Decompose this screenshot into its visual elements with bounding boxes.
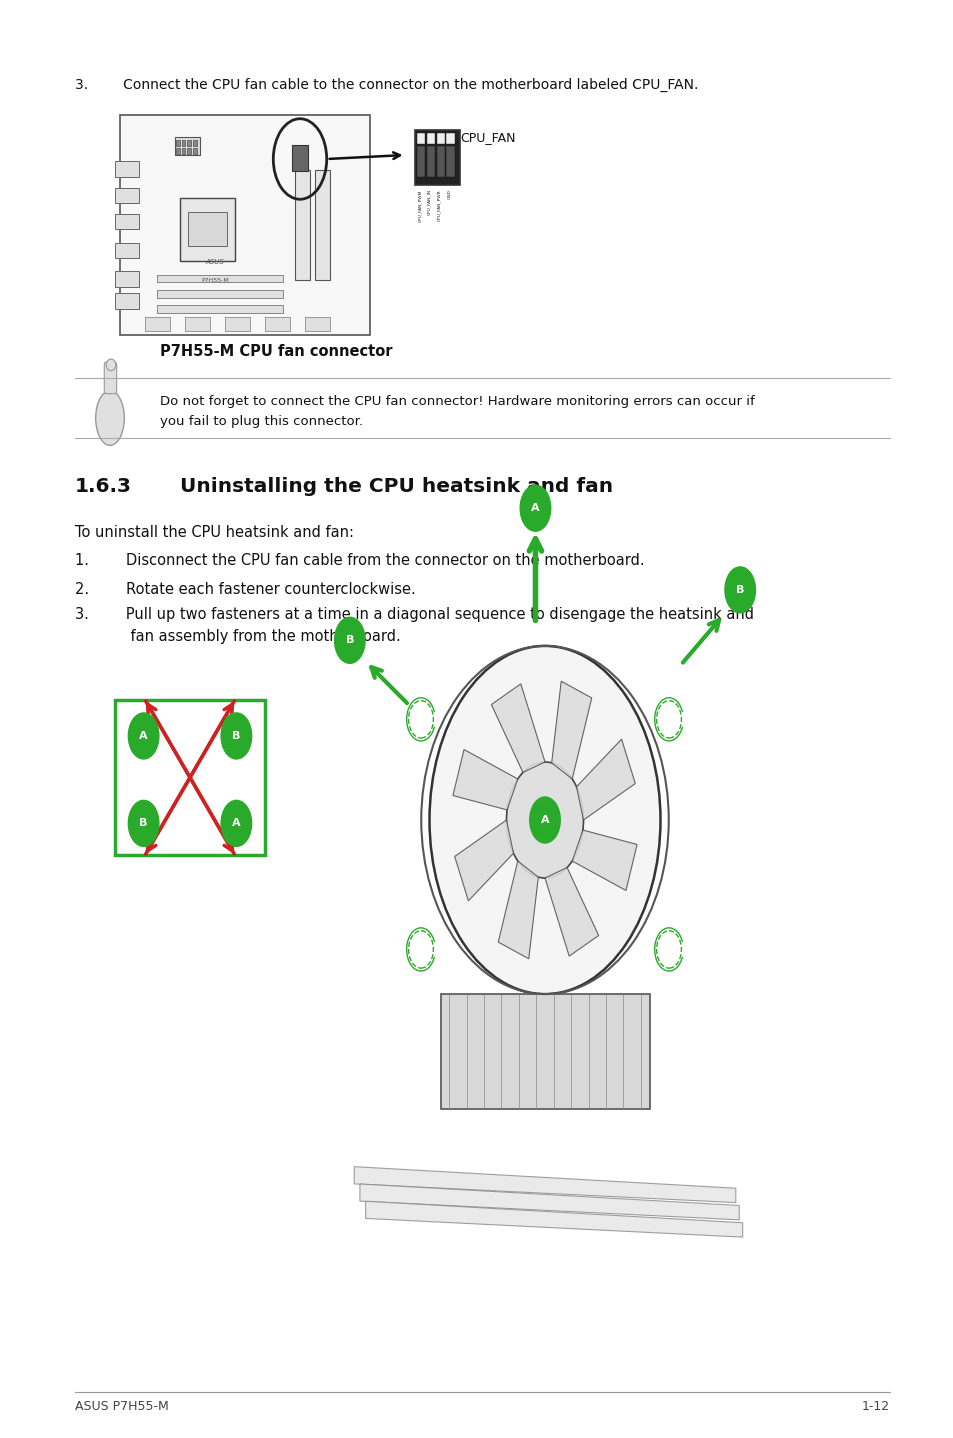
Bar — [115, 187, 139, 203]
Polygon shape — [354, 1166, 735, 1202]
Text: you fail to plug this connector.: you fail to plug this connector. — [160, 416, 363, 429]
Text: Do not forget to connect the CPU fan connector! Hardware monitoring errors can o: Do not forget to connect the CPU fan con… — [160, 395, 754, 408]
Text: 3.        Connect the CPU fan cable to the connector on the motherboard labeled : 3. Connect the CPU fan cable to the conn… — [75, 78, 698, 92]
Text: 3.        Pull up two fasteners at a time in a diagonal sequence to disengage th: 3. Pull up two fasteners at a time in a … — [75, 607, 753, 623]
Bar — [180, 198, 234, 260]
Bar — [176, 148, 180, 154]
Text: 1.6.3: 1.6.3 — [75, 477, 132, 496]
Polygon shape — [572, 830, 637, 890]
Circle shape — [519, 485, 550, 531]
Bar — [426, 132, 435, 144]
Bar — [314, 170, 330, 280]
Polygon shape — [491, 684, 544, 772]
Bar — [446, 132, 455, 144]
Circle shape — [129, 801, 159, 847]
Text: fan assembly from the motherboard.: fan assembly from the motherboard. — [75, 628, 400, 644]
Bar — [426, 147, 435, 177]
Text: 2.        Rotate each fastener counterclockwise.: 2. Rotate each fastener counterclockwise… — [75, 582, 416, 597]
Text: P7H55-M CPU fan connector: P7H55-M CPU fan connector — [160, 344, 392, 360]
Text: CPU_FAN_PWM: CPU_FAN_PWM — [417, 190, 421, 221]
Circle shape — [529, 797, 559, 843]
Text: A: A — [232, 818, 240, 828]
Bar — [115, 243, 139, 257]
FancyBboxPatch shape — [104, 362, 116, 394]
Text: A: A — [531, 503, 539, 513]
Bar — [182, 141, 185, 145]
Circle shape — [221, 713, 252, 759]
Text: B: B — [232, 731, 240, 741]
Bar — [187, 148, 191, 154]
Bar — [188, 213, 227, 246]
Bar — [120, 115, 370, 335]
Polygon shape — [359, 1183, 739, 1219]
Polygon shape — [365, 1201, 741, 1237]
Bar — [157, 305, 282, 313]
Bar — [416, 132, 424, 144]
Bar — [305, 318, 330, 331]
Bar — [176, 141, 180, 145]
Circle shape — [724, 567, 755, 613]
Bar — [115, 161, 139, 177]
Circle shape — [506, 762, 583, 879]
Circle shape — [221, 801, 252, 847]
Bar — [225, 318, 250, 331]
Bar — [265, 318, 290, 331]
Text: 1-12: 1-12 — [861, 1401, 889, 1414]
Text: A: A — [139, 731, 148, 741]
Text: GND: GND — [447, 190, 451, 200]
Bar — [294, 170, 310, 280]
Text: A: A — [540, 815, 549, 825]
Ellipse shape — [106, 360, 115, 371]
Bar — [292, 145, 307, 171]
Text: To uninstall the CPU heatsink and fan:: To uninstall the CPU heatsink and fan: — [75, 525, 354, 541]
Bar — [115, 214, 139, 230]
Bar — [446, 147, 455, 177]
Bar — [440, 994, 649, 1109]
Bar — [157, 290, 282, 298]
Text: B: B — [345, 636, 354, 646]
Text: Uninstalling the CPU heatsink and fan: Uninstalling the CPU heatsink and fan — [180, 477, 613, 496]
Circle shape — [429, 646, 659, 994]
Circle shape — [335, 617, 365, 663]
Bar — [415, 129, 459, 186]
Bar — [187, 141, 191, 145]
Bar — [193, 141, 196, 145]
Polygon shape — [497, 861, 537, 959]
Bar — [115, 272, 139, 286]
Text: B: B — [139, 818, 148, 828]
Text: ASUS P7H55-M: ASUS P7H55-M — [75, 1401, 169, 1414]
Text: 1.        Disconnect the CPU fan cable from the connector on the motherboard.: 1. Disconnect the CPU fan cable from the… — [75, 554, 644, 568]
Text: P7H55-M: P7H55-M — [201, 278, 229, 282]
Bar — [145, 318, 170, 331]
Polygon shape — [576, 739, 635, 820]
Bar — [193, 148, 196, 154]
Bar — [436, 132, 444, 144]
Ellipse shape — [95, 391, 124, 446]
Circle shape — [129, 713, 159, 759]
Text: CPU_FAN: CPU_FAN — [459, 131, 515, 144]
Bar — [185, 318, 210, 331]
Polygon shape — [544, 867, 598, 956]
Bar — [174, 137, 200, 155]
Text: ASUS: ASUS — [205, 259, 224, 266]
Polygon shape — [551, 682, 591, 779]
Text: CPU_FAN_IN: CPU_FAN_IN — [427, 190, 431, 216]
Polygon shape — [453, 749, 517, 810]
Polygon shape — [455, 820, 513, 900]
Bar — [157, 275, 282, 282]
Bar — [436, 147, 444, 177]
Bar — [115, 700, 265, 856]
Bar — [416, 147, 424, 177]
Bar — [182, 148, 185, 154]
Text: B: B — [735, 585, 743, 595]
Bar — [115, 293, 139, 309]
Text: CPU_FAN_PWR: CPU_FAN_PWR — [437, 190, 441, 221]
